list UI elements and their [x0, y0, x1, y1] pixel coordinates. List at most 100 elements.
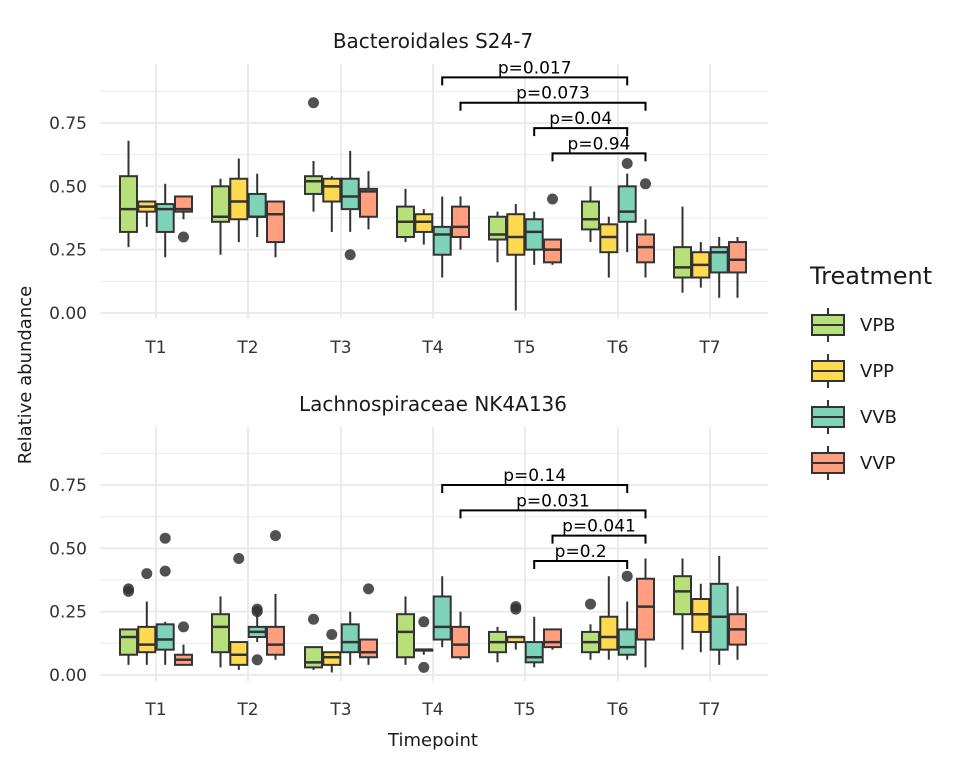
bracket-line	[441, 76, 629, 86]
panel-title: Bacteroidales S24-7	[333, 29, 533, 53]
box-vpp-t3	[322, 176, 342, 232]
box-body	[673, 575, 692, 616]
legend-label-vpp: VPP	[860, 360, 895, 382]
box-body	[524, 218, 544, 251]
significance-bracket: p=0.04	[533, 109, 629, 137]
box-vpp-t4	[414, 616, 434, 673]
box-body	[229, 177, 249, 221]
legend-key-vvb	[811, 400, 845, 434]
box-vpb-t7	[673, 206, 692, 293]
legend-label-vpb: VPB	[860, 314, 896, 336]
outlier-point	[621, 570, 633, 582]
box-body	[581, 200, 600, 231]
box-vpp-t5	[506, 601, 526, 650]
outlier-point	[251, 606, 263, 618]
box-vvp-t5	[543, 628, 562, 650]
box-vvb-t3	[340, 150, 360, 261]
box-vpb-t3	[304, 97, 323, 212]
box-body	[174, 195, 193, 213]
box-vpb-t3	[304, 613, 323, 670]
box-body	[340, 177, 360, 211]
x-tick-label: T5	[513, 338, 535, 358]
box-vvb-t6	[617, 570, 637, 660]
box-vpb-t4	[396, 188, 415, 243]
box-vpb-t6	[581, 598, 600, 660]
box-body	[617, 185, 637, 223]
outlier-point	[233, 552, 245, 564]
y-tick-label: 0.25	[49, 603, 87, 623]
box-vvb-t4	[432, 196, 452, 278]
box-vvb-t2	[247, 173, 267, 237]
box-vpb-t5	[488, 211, 507, 263]
outlier-point	[270, 530, 281, 542]
box-vpb-t6	[581, 186, 600, 243]
bracket-line	[533, 560, 629, 569]
box-body	[137, 625, 157, 654]
p-value-label: p=0.04	[549, 109, 612, 129]
significance-bracket: p=0.2	[533, 542, 629, 569]
legend-key-vpp	[811, 354, 845, 388]
x-tick-label: T3	[329, 700, 351, 720]
x-tick-label: T5	[513, 700, 535, 720]
box-vvp-t2	[266, 200, 285, 258]
box-body	[673, 246, 692, 279]
box-vpp-t7	[691, 583, 711, 653]
box-body	[155, 203, 175, 233]
p-value-label: p=0.041	[562, 517, 636, 537]
box-vvb-t5	[524, 211, 544, 265]
box-body	[506, 213, 526, 256]
outlier-point	[141, 568, 153, 580]
bracket-line	[441, 484, 629, 493]
panel-title: Lachnospiraceae NK4A136	[299, 392, 567, 416]
p-value-label: p=0.073	[516, 84, 590, 104]
box-body	[229, 641, 249, 666]
box-body	[266, 625, 285, 656]
outlier-point	[178, 231, 189, 243]
p-value-label: p=0.14	[503, 466, 566, 486]
box-body	[119, 628, 138, 656]
x-tick-label: T1	[144, 338, 166, 358]
bracket-line	[551, 534, 647, 544]
box-vpb-t2	[211, 596, 230, 668]
box-body	[636, 577, 655, 641]
legend-label-vvb: VVB	[860, 406, 897, 428]
box-vpb-t2	[211, 178, 230, 255]
box-body	[155, 623, 175, 651]
box-body	[359, 638, 378, 659]
box-vpb-t5	[488, 626, 507, 663]
box-vvp-t3	[359, 583, 378, 665]
box-body	[211, 185, 230, 223]
y-tick-label: 0.25	[49, 241, 87, 261]
y-tick-label: 0.00	[49, 304, 87, 324]
legend-item-vvp: VVP	[810, 440, 932, 486]
box-body	[709, 246, 729, 274]
x-tick-label: T3	[329, 338, 351, 358]
box-body	[432, 225, 452, 256]
outlier-point	[308, 613, 319, 625]
box-body	[728, 241, 747, 274]
outlier-point	[621, 158, 633, 170]
p-value-label: p=0.94	[568, 134, 631, 154]
box-vvb-t5	[524, 616, 544, 668]
outlier-point	[308, 97, 319, 109]
box-vvb-t3	[340, 611, 360, 665]
x-tick-label: T4	[421, 700, 443, 720]
p-value-label: p=0.017	[498, 58, 572, 78]
significance-bracket: p=0.041	[551, 517, 647, 544]
outlier-point	[418, 616, 430, 628]
outlier-point	[123, 585, 134, 597]
legend-item-vpp: VPP	[810, 348, 932, 394]
outlier-point	[251, 654, 263, 666]
box-vvp-t2	[266, 530, 285, 660]
box-body	[414, 213, 434, 233]
box-vvb-t7	[709, 555, 729, 665]
box-vpb-t1	[119, 140, 138, 248]
box-body	[599, 223, 619, 254]
box-vpp-t5	[506, 204, 526, 311]
outlier-point	[159, 565, 171, 577]
outlier-point	[178, 621, 189, 633]
panel-bacteroidales: 0.00 0.25 0.50 0.75 T1 T2 T3 T4 T5 T6 T7 Bacteroida…	[49, 29, 768, 358]
x-tick-label: T6	[606, 700, 628, 720]
outlier-point	[585, 598, 596, 610]
outlier-point	[510, 603, 522, 615]
